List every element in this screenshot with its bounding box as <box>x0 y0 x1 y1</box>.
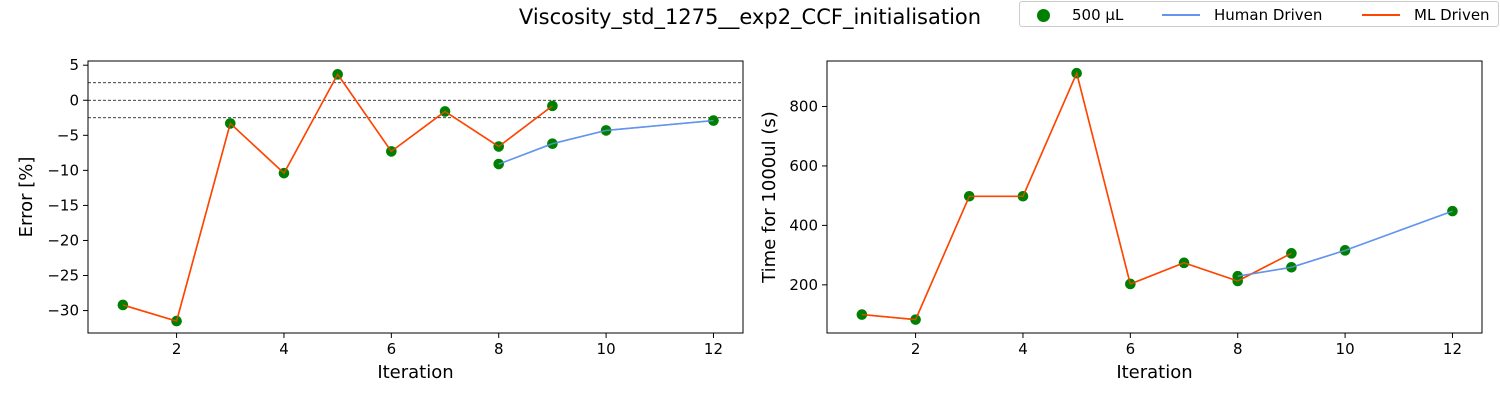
y-tick-label: 5 <box>69 56 79 74</box>
series-line-human-driven <box>1237 210 1453 277</box>
y-axis-label: Error [%] <box>16 157 37 238</box>
x-axis-label: Iteration <box>377 362 453 383</box>
plot-frame <box>826 60 1483 334</box>
x-tick-label: 6 <box>1126 340 1136 358</box>
y-tick-label: −15 <box>47 196 79 214</box>
y-axis-label: Time for 1000ul (s) <box>759 111 780 284</box>
legend-item-human: Human Driven <box>1162 5 1322 25</box>
figure-title: Viscosity_std_1275__exp2_CCF_initialisat… <box>518 5 982 29</box>
legend-item-ml: ML Driven <box>1362 5 1490 25</box>
series-line-ml-driven-overlay <box>122 72 553 322</box>
x-tick-label: 4 <box>279 340 289 358</box>
y-tick-label: −20 <box>47 231 79 249</box>
series-line-human-driven-overlay <box>1237 210 1453 277</box>
series-line-ml-driven <box>861 70 1292 321</box>
series-line-ml-driven-overlay <box>861 71 1292 321</box>
legend: 500 µL Human Driven ML Driven <box>1019 1 1499 27</box>
y-tick-label: −30 <box>47 302 79 320</box>
y-tick-label: 200 <box>789 276 818 294</box>
y-tick-label: 800 <box>789 97 818 115</box>
x-tick-label: 10 <box>597 340 616 358</box>
blue-line-icon <box>1162 14 1200 16</box>
y-tick-label: −25 <box>47 267 79 285</box>
y-tick-label: −5 <box>57 126 79 144</box>
chart-panel-1: 2 4 6 8 10 12 5 0 −5 −10 −15 −20 −25 −30 Iteration Erro… <box>16 56 744 383</box>
series-line-human-driven-overlay <box>498 119 714 165</box>
legend-label: Human Driven <box>1214 6 1323 24</box>
legend-label: 500 µL <box>1072 6 1124 24</box>
data-point <box>117 299 129 311</box>
x-tick-label: 12 <box>1443 340 1462 358</box>
green-marker-icon <box>1037 8 1050 22</box>
y-tick-label: 0 <box>69 91 79 109</box>
y-tick-label: 600 <box>789 157 818 175</box>
x-tick-label: 2 <box>911 340 921 358</box>
legend-item-marker: 500 µL <box>1020 5 1123 25</box>
chart-panel-2: 2 4 6 8 10 12 200 400 600 800 Iteration Time for 10… <box>759 60 1483 383</box>
legend-label: ML Driven <box>1414 6 1490 24</box>
x-tick-label: 6 <box>387 340 397 358</box>
x-tick-label: 2 <box>172 340 182 358</box>
y-tick-label: 400 <box>789 216 818 234</box>
x-tick-label: 8 <box>494 340 504 358</box>
x-tick-label: 10 <box>1336 340 1355 358</box>
x-axis-label: Iteration <box>1116 362 1192 383</box>
data-point <box>856 309 868 320</box>
red-line-icon <box>1362 14 1400 16</box>
y-tick-label: −10 <box>47 161 79 179</box>
x-tick-label: 4 <box>1018 340 1028 358</box>
x-tick-label: 8 <box>1233 340 1243 358</box>
plot-frame <box>87 60 744 334</box>
x-tick-label: 12 <box>704 340 723 358</box>
